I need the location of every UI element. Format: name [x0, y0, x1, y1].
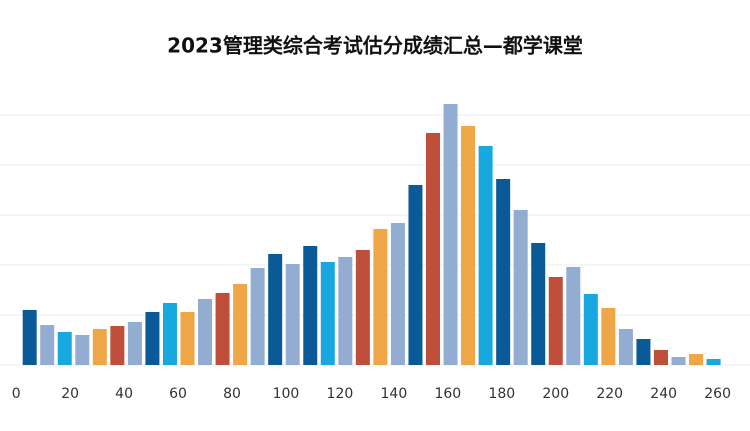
bar — [513, 210, 528, 365]
bar — [461, 126, 476, 365]
bar — [531, 243, 546, 365]
bar — [22, 310, 37, 365]
bar — [57, 332, 72, 365]
x-tick-label: 120 — [327, 386, 354, 402]
bar — [496, 179, 511, 365]
x-tick-label: 20 — [61, 386, 79, 402]
bar — [706, 359, 721, 365]
bar — [618, 329, 633, 365]
bar — [127, 322, 142, 365]
bar — [285, 264, 300, 365]
bar — [198, 299, 213, 365]
bar — [233, 284, 248, 365]
bar — [653, 350, 668, 365]
bar — [408, 185, 423, 365]
x-tick-label: 140 — [381, 386, 408, 402]
bar — [671, 357, 686, 365]
bar — [110, 326, 125, 365]
bar — [215, 293, 230, 365]
x-tick-label: 260 — [704, 386, 731, 402]
x-tick-label: 200 — [542, 386, 569, 402]
x-tick-label: 160 — [434, 386, 461, 402]
x-tick-label: 220 — [596, 386, 623, 402]
x-tick-label: 240 — [650, 386, 677, 402]
x-tick-label: 60 — [169, 386, 187, 402]
bar — [92, 329, 107, 365]
bar — [180, 312, 195, 365]
bar — [689, 354, 704, 365]
bar — [390, 223, 405, 365]
bar — [303, 246, 318, 365]
bar — [338, 257, 353, 365]
bar — [478, 146, 493, 365]
bar — [373, 229, 388, 365]
bar — [75, 335, 90, 365]
bar — [250, 268, 265, 365]
bar — [355, 250, 370, 365]
bar — [548, 277, 563, 365]
x-tick-label: 180 — [488, 386, 515, 402]
x-tick-label: 40 — [115, 386, 133, 402]
bar — [583, 294, 598, 365]
x-tick-label: 80 — [223, 386, 241, 402]
bar — [320, 262, 335, 365]
bar — [162, 303, 177, 365]
x-tick-label: 100 — [273, 386, 300, 402]
bar — [145, 312, 160, 365]
x-tick-label: 0 — [12, 386, 21, 402]
chart-title: 2023管理类综合考试估分成绩汇总—都学课堂 — [167, 34, 583, 58]
bar — [268, 254, 283, 365]
bar — [601, 308, 616, 365]
bar — [566, 267, 581, 365]
bar — [443, 104, 458, 365]
bar — [426, 133, 441, 365]
bar — [40, 325, 55, 365]
bar — [636, 339, 651, 365]
